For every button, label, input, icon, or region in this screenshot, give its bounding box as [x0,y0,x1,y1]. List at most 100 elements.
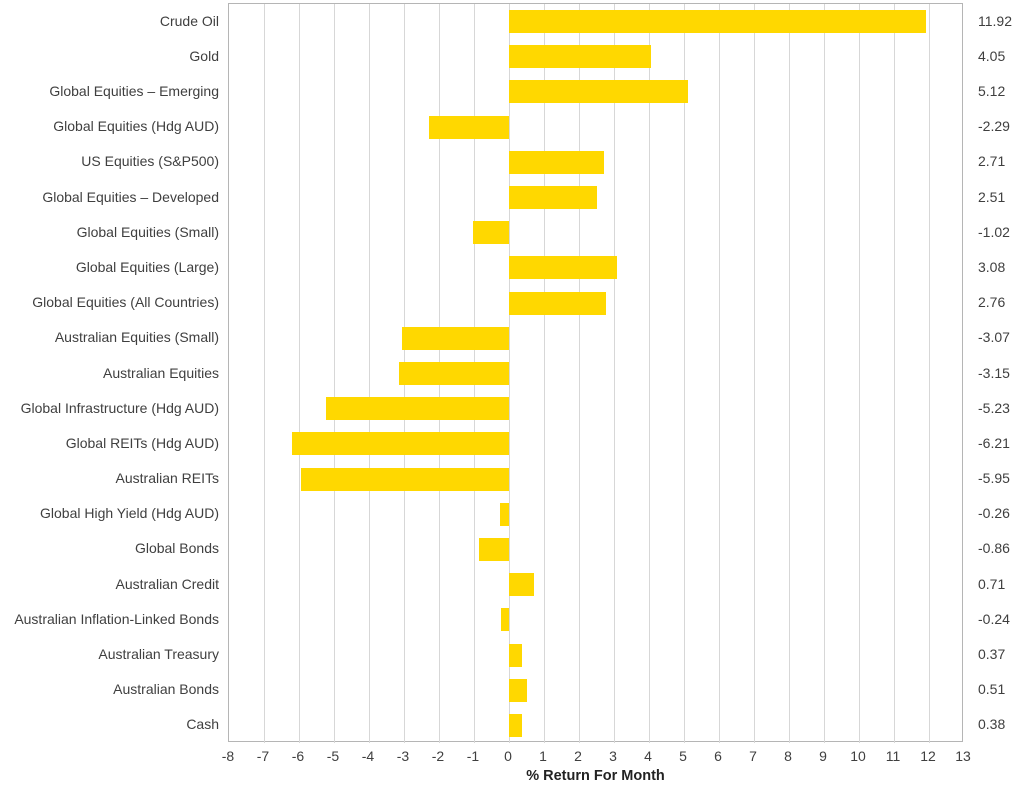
category-label: Australian Credit [115,575,220,592]
gridline-x-0 [508,4,510,743]
value-label: -0.24 [978,610,1010,627]
value-label: -3.07 [978,329,1010,346]
category-label: Global Equities – Developed [42,188,219,205]
category-label: Global Equities (Hdg AUD) [53,118,219,135]
gridline-x--7 [263,4,265,743]
x-tick-label: 10 [850,748,866,764]
bar [509,186,597,210]
category-label: Global Equities (All Countries) [32,294,219,311]
x-tick-label: -3 [396,748,410,764]
bar [509,291,606,315]
bar [509,678,527,702]
x-tick-label: 1 [539,748,547,764]
category-label: Cash [186,716,219,733]
gridline-x-8 [788,4,790,743]
bar [325,397,509,421]
x-tick-label: -2 [431,748,445,764]
bar [509,643,522,667]
gridline-x--5 [333,4,335,743]
bar [509,10,927,34]
bar [509,713,523,737]
value-label: 4.05 [978,47,1006,64]
value-label: 0.51 [978,681,1006,698]
bar [478,537,509,561]
plot-area [228,3,963,743]
bar [509,80,689,104]
bar [300,467,509,491]
category-label: Australian REITs [115,470,219,487]
category-label: Gold [189,47,219,64]
value-label: 11.92 [978,12,1012,29]
value-label: 3.08 [978,258,1006,275]
gridline-x-5 [683,4,685,743]
bar [398,362,509,385]
gridline-x-10 [858,4,860,743]
bar [473,221,509,245]
gridline-x-4 [648,4,650,743]
gridline-x-12 [928,4,930,743]
x-tick-label: 9 [819,748,827,764]
value-label: 2.76 [978,294,1006,311]
gridline-x-1 [543,4,545,743]
category-label: Global REITs (Hdg AUD) [65,434,219,451]
gridline-x-11 [893,4,895,743]
bar [291,432,509,456]
bar [509,573,534,597]
gridline-x--6 [298,4,300,743]
x-tick-label: 5 [679,748,687,764]
gridline-x-2 [578,4,580,743]
category-label: Australian Equities (Small) [54,329,219,346]
x-tick-label: 12 [920,748,936,764]
bar [428,115,509,139]
gridline-x-3 [613,4,615,743]
category-label: Global Equities (Large) [75,258,219,275]
bar [509,256,617,280]
gridline-x-7 [753,4,755,743]
value-label: -5.95 [978,470,1010,487]
x-tick-label: 3 [609,748,617,764]
x-tick-label: 6 [714,748,722,764]
bar [499,502,509,526]
x-tick-label: 2 [574,748,582,764]
value-label: 2.51 [978,188,1006,205]
category-label: Australian Treasury [98,646,219,663]
category-label: Global Infrastructure (Hdg AUD) [20,399,219,416]
x-tick-label: -7 [256,748,270,764]
category-label: Global High Yield (Hdg AUD) [40,505,219,522]
x-tick-label: 11 [885,748,901,764]
gridline-x-9 [823,4,825,743]
x-tick-label: 13 [955,748,971,764]
x-tick-label: -4 [361,748,375,764]
value-label: -1.02 [978,223,1010,240]
value-label: 0.38 [978,716,1006,733]
bar [401,326,509,350]
category-label: Crude Oil [159,12,219,29]
x-tick-label: 8 [784,748,792,764]
value-label: -3.15 [978,364,1010,381]
bar [500,608,509,632]
x-tick-label: -8 [221,748,235,764]
value-label: -2.29 [978,118,1010,135]
x-tick-label: 7 [749,748,757,764]
gridline-x-6 [718,4,720,743]
value-label: -6.21 [978,434,1010,451]
value-label: 5.12 [978,82,1006,99]
value-label: 0.71 [978,575,1006,592]
x-tick-label: 4 [644,748,652,764]
category-label: US Equities (S&P500) [81,153,219,170]
category-label: Australian Bonds [113,681,219,698]
category-label: Australian Inflation-Linked Bonds [14,610,219,627]
category-label: Global Bonds [134,540,219,557]
x-tick-label: -5 [326,748,340,764]
bar [509,150,604,174]
value-label: -0.26 [978,505,1010,522]
x-tick-label: -6 [291,748,305,764]
value-label: -5.23 [978,399,1010,416]
x-tick-label: -1 [466,748,480,764]
value-label: -0.86 [978,540,1010,557]
category-label: Global Equities (Small) [76,223,219,240]
x-axis-title: % Return For Month [526,768,665,784]
value-label: 0.37 [978,646,1006,663]
category-label: Australian Equities [103,364,219,381]
